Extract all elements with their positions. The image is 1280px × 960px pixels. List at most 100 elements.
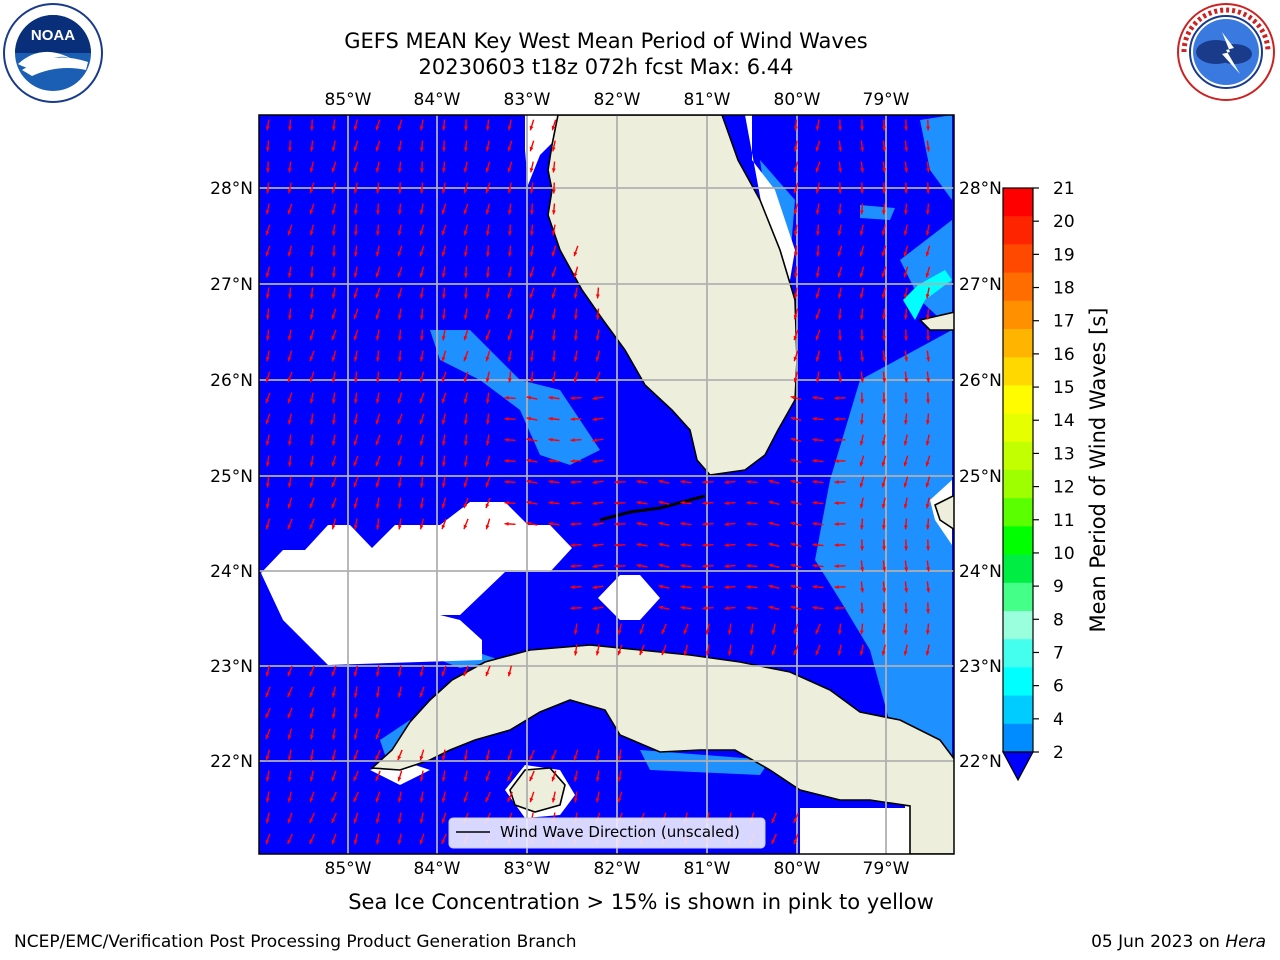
wave-arrow — [419, 518, 425, 530]
wave-arrow — [265, 350, 270, 362]
wave-arrow — [812, 479, 824, 484]
wave-arrow — [661, 644, 667, 656]
wave-arrow — [441, 665, 447, 677]
wave-arrow — [529, 245, 534, 257]
wave-arrow — [595, 623, 600, 635]
wave-arrow — [419, 812, 424, 824]
wave-arrow — [526, 458, 538, 463]
wave-arrow — [573, 644, 578, 656]
wave-arrow — [834, 606, 846, 611]
wave-arrow — [529, 371, 534, 383]
colorbar-segment — [1003, 329, 1033, 358]
footer-date: 05 Jun 2023 on Hera — [1091, 932, 1266, 952]
wave-arrow — [397, 434, 403, 446]
wave-arrow — [375, 350, 380, 362]
wave-arrow — [529, 224, 534, 236]
wave-arrow — [551, 203, 556, 215]
wave-arrow — [507, 266, 512, 278]
wave-arrow — [724, 564, 736, 569]
wave-arrow — [419, 665, 424, 677]
wave-arrow — [860, 329, 865, 341]
colorbar-segment — [1003, 357, 1033, 386]
wave-arrow — [331, 812, 337, 824]
wave-arrow — [859, 476, 865, 488]
wave-arrow — [904, 539, 909, 551]
colorbar-segment — [1003, 526, 1033, 556]
wave-arrow — [507, 245, 512, 257]
wave-arrow — [926, 560, 931, 572]
wave-arrow — [724, 543, 736, 548]
wave-arrow — [375, 329, 380, 341]
wave-arrow — [838, 371, 843, 383]
wave-arrow — [882, 182, 887, 194]
wave-arrow — [485, 413, 490, 425]
wave-arrow — [331, 413, 336, 425]
wave-arrow — [592, 564, 604, 569]
wave-arrow — [331, 476, 337, 488]
wave-arrow — [573, 623, 578, 635]
wave-arrow — [463, 791, 469, 803]
wave-arrow — [331, 182, 337, 194]
wave-arrow — [309, 455, 314, 467]
wave-arrow — [287, 161, 292, 173]
wave-arrow — [353, 770, 359, 782]
wave-arrow — [573, 749, 579, 761]
wave-arrow — [683, 623, 689, 635]
wave-arrow — [265, 791, 270, 803]
figure-caption: Sea Ice Concentration > 15% is shown in … — [348, 890, 934, 914]
wave-arrow — [925, 497, 930, 509]
colorbar-segment — [1003, 441, 1033, 471]
wave-arrow — [614, 522, 626, 526]
wave-arrow — [815, 371, 820, 383]
footer-date-text: 05 Jun 2023 on — [1091, 932, 1226, 952]
wave-arrow — [793, 308, 799, 320]
wave-arrow — [309, 140, 314, 152]
colorbar-segment — [1003, 582, 1033, 612]
wave-arrow — [746, 563, 758, 568]
wave-arrow — [592, 396, 604, 401]
wave-arrow — [419, 329, 424, 341]
wave-arrow — [485, 245, 490, 257]
wave-arrow — [507, 182, 512, 194]
wave-arrow — [680, 521, 692, 526]
wave-arrow — [860, 581, 865, 593]
wave-arrow — [309, 182, 315, 194]
wave-arrow — [636, 521, 648, 526]
wave-arrow — [573, 770, 578, 782]
wave-arrow — [353, 266, 358, 278]
wave-arrow — [570, 585, 582, 590]
wave-arrow — [882, 560, 887, 572]
wave-arrow — [683, 644, 689, 656]
wave-arrow — [837, 644, 842, 656]
wave-arrow — [834, 438, 846, 443]
wave-arrow — [903, 245, 909, 257]
wave-arrow — [727, 623, 732, 635]
wave-arrow — [592, 459, 604, 464]
wave-arrow — [680, 479, 692, 484]
wave-arrow — [551, 245, 557, 257]
wave-arrow — [331, 749, 336, 761]
wave-arrow — [419, 266, 425, 278]
wave-arrow — [790, 605, 802, 611]
florida-peninsula — [547, 115, 798, 476]
florida-keys — [599, 494, 706, 522]
wave-arrow — [287, 665, 293, 677]
wave-arrow — [375, 833, 380, 845]
wave-arrow — [636, 563, 648, 568]
wave-arrow — [375, 371, 380, 383]
wave-arrow — [331, 434, 336, 446]
wave-arrow — [746, 605, 758, 610]
wave-arrow — [419, 455, 424, 467]
footer-credit: NCEP/EMC/Verification Post Processing Pr… — [14, 932, 577, 952]
wave-arrow — [526, 437, 538, 442]
wave-arrow — [529, 182, 534, 194]
wave-arrow — [353, 833, 358, 845]
wave-arrow — [287, 749, 292, 761]
wave-arrow — [551, 161, 556, 173]
wave-arrow — [570, 543, 582, 548]
wave-arrow — [658, 479, 670, 484]
wave-arrow — [419, 350, 424, 362]
noaa-logo: NOAA — [3, 3, 103, 103]
wave-arrow — [353, 686, 358, 698]
wave-arrow — [768, 584, 780, 590]
